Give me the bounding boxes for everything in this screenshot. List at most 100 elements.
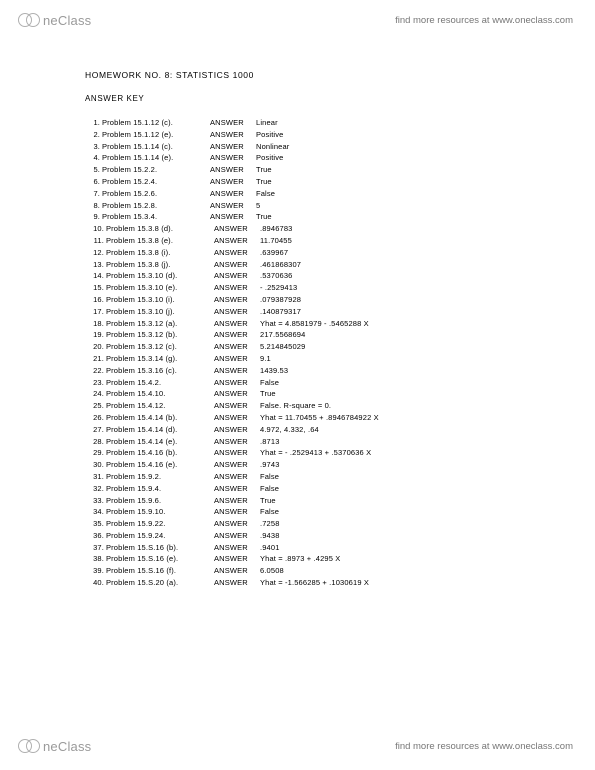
row-number: 18. — [85, 318, 106, 330]
row-number: 10. — [85, 223, 106, 235]
answer-label: ANSWER — [210, 129, 256, 141]
problem-ref: Problem 15.2.2. — [102, 164, 210, 176]
answer-label: ANSWER — [214, 294, 260, 306]
answer-label: ANSWER — [214, 412, 260, 424]
answer-value: False — [260, 471, 279, 483]
row-number: 14. — [85, 270, 106, 282]
answer-row: 18.Problem 15.3.12 (a).ANSWERYhat = 4.85… — [85, 318, 535, 330]
row-number: 12. — [85, 247, 106, 259]
answer-label: ANSWER — [210, 211, 256, 223]
answer-label: ANSWER — [214, 365, 260, 377]
answer-label: ANSWER — [210, 176, 256, 188]
problem-ref: Problem 15.4.14 (e). — [106, 436, 214, 448]
problem-ref: Problem 15.9.22. — [106, 518, 214, 530]
answer-label: ANSWER — [214, 471, 260, 483]
row-number: 15. — [85, 282, 106, 294]
footer-resources-anchor[interactable]: find more resources at www.oneclass.com — [395, 741, 573, 752]
row-number: 22. — [85, 365, 106, 377]
header-resources-link[interactable]: find more resources at www.oneclass.com — [395, 15, 573, 26]
answer-label: ANSWER — [214, 400, 260, 412]
problem-ref: Problem 15.1.12 (e). — [102, 129, 210, 141]
problem-ref: Problem 15.4.16 (e). — [106, 459, 214, 471]
answer-value: .140879317 — [260, 306, 301, 318]
row-number: 9. — [85, 211, 102, 223]
answer-value: 9.1 — [260, 353, 271, 365]
answer-row: 10.Problem 15.3.8 (d).ANSWER.8946783 — [85, 223, 535, 235]
row-number: 3. — [85, 141, 102, 153]
answer-row: 9.Problem 15.3.4.ANSWERTrue — [85, 211, 535, 223]
answer-label: ANSWER — [214, 565, 260, 577]
problem-ref: Problem 15.1.12 (c). — [102, 117, 210, 129]
answer-value: Positive — [256, 152, 283, 164]
problem-ref: Problem 15.9.4. — [106, 483, 214, 495]
row-number: 32. — [85, 483, 106, 495]
answer-value: 217.5568694 — [260, 329, 305, 341]
answer-row: 13.Problem 15.3.8 (j).ANSWER.461868307 — [85, 259, 535, 271]
answer-row: 34.Problem 15.9.10.ANSWERFalse — [85, 506, 535, 518]
answer-row: 12.Problem 15.3.8 (i).ANSWER.639967 — [85, 247, 535, 259]
answer-label: ANSWER — [214, 542, 260, 554]
answer-value: Yhat = -1.566285 + .1030619 X — [260, 577, 369, 589]
problem-ref: Problem 15.3.10 (j). — [106, 306, 214, 318]
logo-icon — [18, 738, 42, 754]
answer-value: .461868307 — [260, 259, 301, 271]
answer-label: ANSWER — [214, 424, 260, 436]
row-number: 4. — [85, 152, 102, 164]
problem-ref: Problem 15.4.2. — [106, 377, 214, 389]
answer-label: ANSWER — [214, 388, 260, 400]
problem-ref: Problem 15.3.10 (i). — [106, 294, 214, 306]
row-number: 6. — [85, 176, 102, 188]
answer-row: 4.Problem 15.1.14 (e).ANSWERPositive — [85, 152, 535, 164]
row-number: 27. — [85, 424, 106, 436]
answer-label: ANSWER — [214, 459, 260, 471]
row-number: 25. — [85, 400, 106, 412]
problem-ref: Problem 15.1.14 (c). — [102, 141, 210, 153]
answer-row: 31.Problem 15.9.2.ANSWERFalse — [85, 471, 535, 483]
answer-row: 36.Problem 15.9.24.ANSWER.9438 — [85, 530, 535, 542]
row-number: 30. — [85, 459, 106, 471]
answer-row: 5.Problem 15.2.2.ANSWERTrue — [85, 164, 535, 176]
problem-ref: Problem 15.3.8 (d). — [106, 223, 214, 235]
answer-label: ANSWER — [210, 152, 256, 164]
problem-ref: Problem 15.4.14 (b). — [106, 412, 214, 424]
answer-label: ANSWER — [210, 200, 256, 212]
answer-value: - .2529413 — [260, 282, 297, 294]
answer-value: Nonlinear — [256, 141, 289, 153]
answer-label: ANSWER — [214, 530, 260, 542]
answer-list: 1.Problem 15.1.12 (c).ANSWERLinear2.Prob… — [85, 117, 535, 589]
answer-value: .5370636 — [260, 270, 292, 282]
problem-ref: Problem 15.9.2. — [106, 471, 214, 483]
header-resources-anchor[interactable]: find more resources at www.oneclass.com — [395, 15, 573, 26]
problem-ref: Problem 15.1.14 (e). — [102, 152, 210, 164]
answer-row: 2.Problem 15.1.12 (e).ANSWERPositive — [85, 129, 535, 141]
answer-value: 1439.53 — [260, 365, 288, 377]
row-number: 17. — [85, 306, 106, 318]
answer-label: ANSWER — [214, 341, 260, 353]
answer-row: 39.Problem 15.S.16 (f).ANSWER6.0508 — [85, 565, 535, 577]
problem-ref: Problem 15.3.14 (g). — [106, 353, 214, 365]
answer-value: Yhat = 4.8581979 - .5465288 X — [260, 318, 369, 330]
row-number: 31. — [85, 471, 106, 483]
answer-value: Yhat = .8973 + .4295 X — [260, 553, 340, 565]
answer-row: 17.Problem 15.3.10 (j).ANSWER.140879317 — [85, 306, 535, 318]
row-number: 40. — [85, 577, 106, 589]
answer-value: .9438 — [260, 530, 280, 542]
answer-row: 7.Problem 15.2.6.ANSWERFalse — [85, 188, 535, 200]
answer-value: 6.0508 — [260, 565, 284, 577]
answer-value: 11.70455 — [260, 235, 292, 247]
answer-row: 21.Problem 15.3.14 (g).ANSWER9.1 — [85, 353, 535, 365]
answer-row: 29.Problem 15.4.16 (b).ANSWERYhat = - .2… — [85, 447, 535, 459]
answer-value: 5 — [256, 200, 260, 212]
problem-ref: Problem 15.3.8 (i). — [106, 247, 214, 259]
document-content: HOMEWORK NO. 8: STATISTICS 1000 ANSWER K… — [85, 70, 535, 589]
page-subtitle: ANSWER KEY — [85, 94, 535, 103]
problem-ref: Problem 15.9.6. — [106, 495, 214, 507]
answer-label: ANSWER — [210, 164, 256, 176]
problem-ref: Problem 15.9.24. — [106, 530, 214, 542]
footer-resources-link[interactable]: find more resources at www.oneclass.com — [395, 741, 573, 752]
logo: neClass — [18, 738, 91, 754]
row-number: 7. — [85, 188, 102, 200]
answer-row: 16.Problem 15.3.10 (i).ANSWER.079387928 — [85, 294, 535, 306]
problem-ref: Problem 15.S.16 (e). — [106, 553, 214, 565]
answer-label: ANSWER — [214, 553, 260, 565]
